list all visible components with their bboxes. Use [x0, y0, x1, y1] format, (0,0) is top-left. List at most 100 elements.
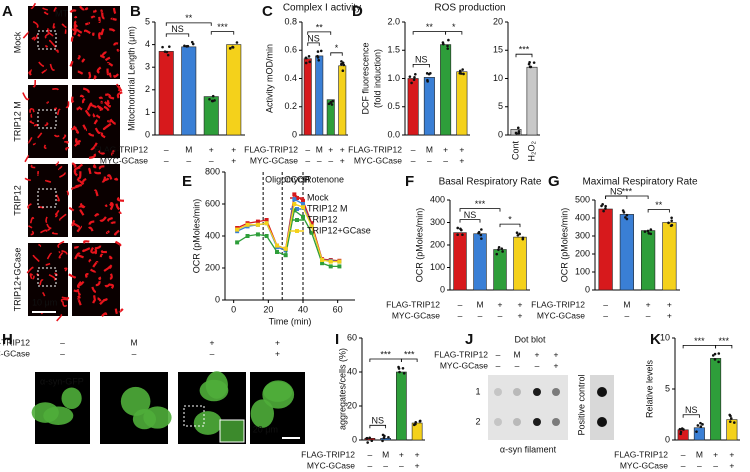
point	[320, 261, 325, 266]
replicate-dot	[340, 60, 343, 63]
event-label: CCCP	[284, 174, 310, 184]
mito-texture	[44, 32, 50, 39]
replicate-dot	[316, 50, 320, 53]
significance-label: NS	[415, 55, 428, 65]
replicate-dot	[387, 435, 390, 439]
y-tick-label: 300	[575, 230, 590, 240]
mito-texture	[46, 101, 50, 104]
replicate-dot	[426, 80, 429, 83]
mito-texture	[32, 254, 40, 263]
replicate-dot	[231, 46, 235, 49]
mito-texture	[49, 63, 56, 71]
replicate-dot	[456, 233, 459, 237]
replicate-dot	[161, 45, 164, 49]
mito-texture	[77, 33, 81, 37]
mito-texture	[98, 96, 103, 100]
condition-symbol: +	[275, 348, 280, 358]
condition-symbol: +	[415, 449, 420, 459]
point	[245, 222, 250, 227]
replicate-dot	[713, 358, 717, 361]
replicate-dot	[235, 41, 239, 44]
y-axis-label: OCR (pMoles/min)	[559, 208, 569, 283]
micrograph	[28, 6, 68, 79]
event-label: Oligomycin	[265, 174, 310, 184]
condition-symbol: M	[476, 299, 483, 309]
x-tick-label: 0	[231, 304, 236, 314]
mito-texture	[74, 246, 79, 249]
replicate-dot	[643, 230, 647, 233]
condition-symbol: +	[646, 299, 651, 309]
legend-marker	[295, 218, 299, 222]
mito-texture	[77, 171, 82, 180]
mito-texture	[69, 9, 77, 14]
replicate-dot	[401, 366, 405, 370]
replicate-dot	[382, 436, 386, 440]
mito-texture	[100, 132, 106, 139]
legend-label: TRIP12	[307, 214, 338, 224]
mito-texture	[77, 290, 82, 297]
condition-label: FLAG-TRIP12	[348, 144, 402, 154]
panel-letter: K	[650, 331, 661, 348]
y-axis-label: Relative levels	[644, 359, 654, 418]
condition-label: MYC-GCase	[440, 360, 488, 370]
mito-texture	[55, 49, 59, 53]
mito-texture	[99, 54, 106, 59]
mito-texture	[95, 281, 101, 287]
mito-texture	[24, 177, 31, 181]
mito-texture	[71, 219, 76, 227]
mito-texture	[113, 42, 119, 46]
mito-texture	[106, 68, 110, 76]
significance-label: ***	[404, 349, 415, 359]
y-tick-label: 400	[575, 212, 590, 222]
mito-texture	[52, 23, 56, 29]
panel-letter: H	[2, 331, 13, 348]
bar	[338, 65, 347, 136]
mito-texture	[76, 107, 80, 111]
mito-texture	[116, 83, 123, 92]
legend-label: Mock	[307, 192, 329, 202]
replicate-dot	[604, 207, 607, 210]
mito-texture	[114, 240, 122, 247]
mito-texture	[79, 94, 85, 98]
mito-texture	[68, 273, 77, 279]
y-axis-label: Mitochondrial Length (μm)	[126, 26, 136, 131]
bar	[693, 427, 705, 441]
blot-dot	[494, 388, 502, 396]
mito-texture	[87, 132, 95, 137]
blot-dot	[533, 418, 541, 426]
point	[301, 205, 305, 210]
point	[283, 253, 288, 258]
condition-symbol: –	[603, 310, 608, 320]
mito-texture	[65, 101, 70, 109]
bar	[203, 96, 219, 136]
significance-label: *	[335, 43, 339, 53]
mito-texture	[68, 206, 75, 212]
y-tick-label: 100	[575, 266, 590, 276]
replicate-dot	[624, 216, 627, 219]
mito-texture	[93, 119, 99, 125]
bar	[710, 358, 722, 441]
mito-texture	[105, 230, 110, 235]
condition-symbol: +	[459, 144, 464, 154]
mito-texture	[45, 45, 49, 48]
mito-texture	[32, 275, 35, 280]
replicate-dot	[480, 237, 483, 240]
row-label: 1	[475, 386, 480, 396]
condition-symbol: +	[443, 144, 448, 154]
cell	[120, 386, 151, 416]
replicate-dot	[495, 252, 499, 256]
mito-texture	[73, 20, 78, 28]
replicate-dot	[500, 247, 504, 250]
mito-texture	[92, 260, 99, 268]
y-tick-label: 3	[145, 62, 150, 72]
mito-texture	[28, 225, 33, 229]
blot-dot	[552, 418, 560, 426]
mito-texture	[52, 88, 60, 91]
replicate-dot	[447, 38, 450, 42]
mito-texture	[109, 273, 113, 280]
condition-label: FLAG-TRIP12	[301, 449, 355, 459]
condition-symbol: –	[625, 310, 630, 320]
significance-label: NS	[464, 210, 477, 220]
mito-texture	[106, 99, 111, 105]
condition-label: MYC-GCase	[392, 310, 440, 320]
